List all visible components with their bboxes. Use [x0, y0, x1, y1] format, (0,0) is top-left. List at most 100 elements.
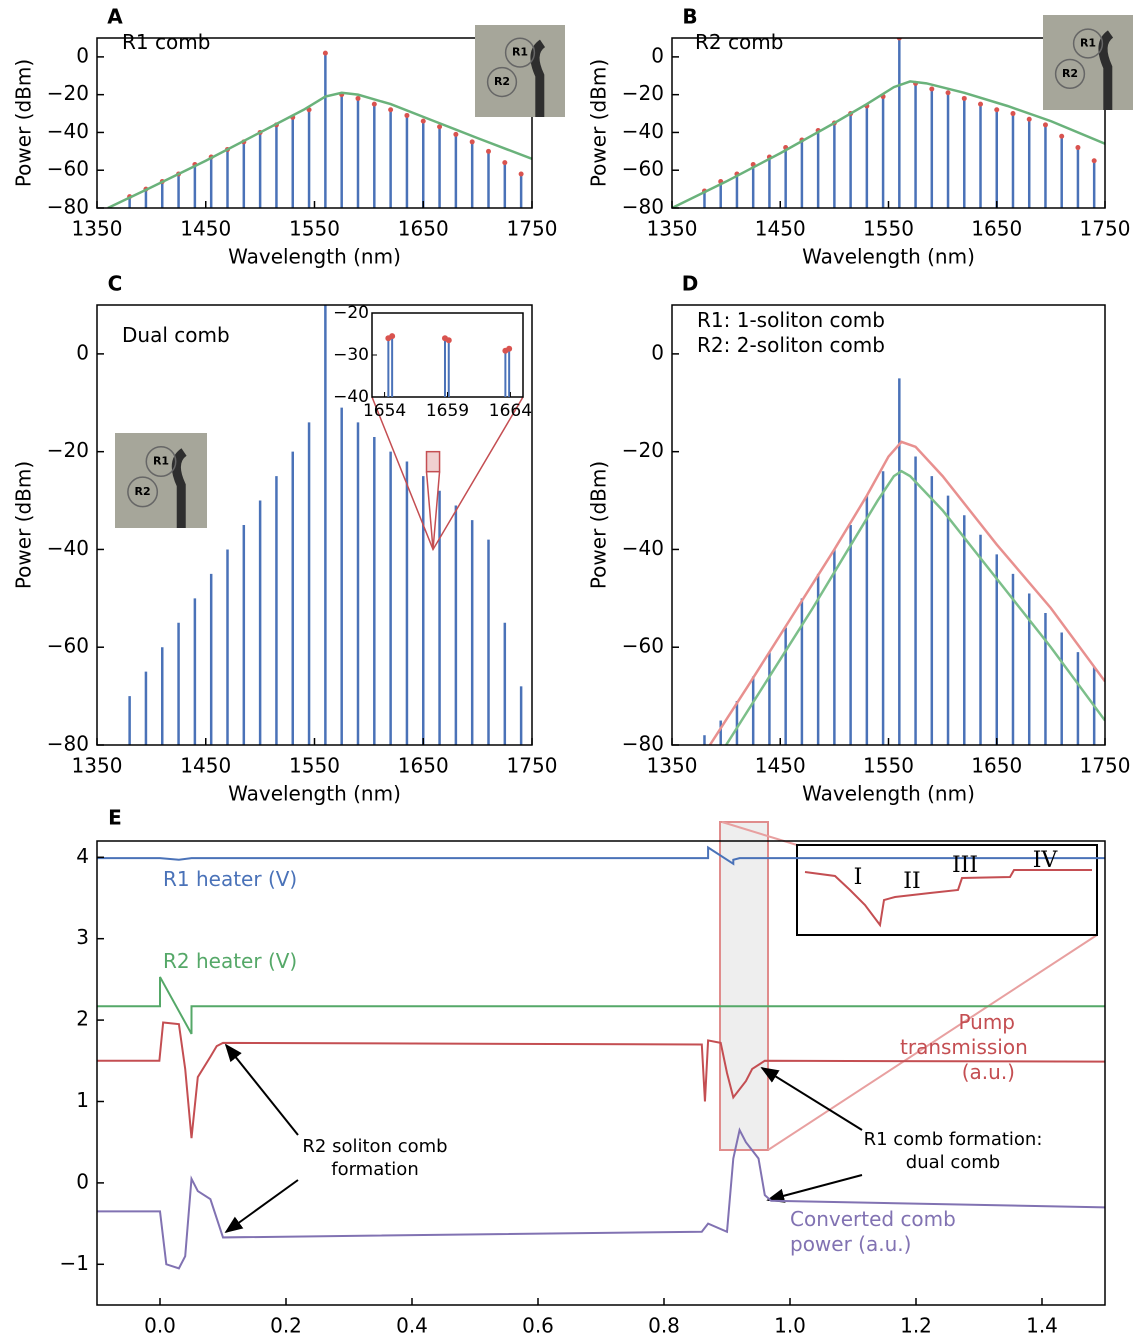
x-tick-label: 1350 [72, 754, 123, 778]
inset-x-tick-label: 1659 [426, 401, 469, 421]
y-axis-label: Power (dBm) [12, 461, 36, 589]
arrow [224, 1179, 299, 1234]
y-tick-label: −60 [47, 634, 89, 658]
plot-frame [96, 304, 533, 746]
x-tick-label: 0.0 [144, 1314, 176, 1338]
plot-frame [96, 840, 1106, 1306]
x-tick-label: 1450 [755, 217, 806, 241]
inset-y-tick-label: −40 [333, 387, 369, 407]
comb-peak [437, 124, 443, 130]
photo-ring [127, 476, 159, 508]
x-tick-label: 1750 [507, 754, 558, 778]
photo-trace [171, 448, 187, 528]
y-tick-label: −20 [47, 438, 89, 462]
photo-label: R1 [153, 455, 169, 468]
photo [475, 25, 565, 117]
photo-ring [1072, 28, 1104, 59]
photo [115, 433, 207, 528]
annotation: R2 comb [695, 30, 784, 54]
series-label: Pump transmission (a.u.) [900, 1010, 1028, 1084]
x-tick-label: 0.2 [270, 1314, 302, 1338]
y-tick-label: 0 [651, 340, 664, 364]
inset-label: II [903, 869, 920, 894]
inset-peak [445, 337, 452, 344]
x-tick-label: 1550 [289, 754, 340, 778]
x-tick-label: 1650 [971, 217, 1022, 241]
annotation: R2: 2-soliton comb [697, 333, 885, 357]
panel-label: D [682, 272, 699, 296]
photo-label: R2 [135, 485, 151, 498]
y-tick-label: −20 [47, 81, 89, 105]
photo-label: R2 [494, 75, 510, 88]
arrow [766, 1174, 863, 1203]
inset-x-tick-label: 1654 [363, 401, 406, 421]
y-tick-label: −80 [47, 732, 89, 756]
x-axis-label: Wavelength (nm) [228, 245, 401, 269]
inset-frame [371, 312, 524, 398]
plot-area [672, 38, 1105, 208]
y-axis-label: Power (dBm) [587, 461, 611, 589]
x-tick-label: 1550 [289, 217, 340, 241]
x-tick-label: 1650 [398, 754, 449, 778]
y-tick-label: −20 [622, 438, 664, 462]
x-tick-label: 1650 [398, 217, 449, 241]
y-tick-label: −40 [47, 536, 89, 560]
photo-ring [1054, 58, 1086, 90]
comb-peak [929, 86, 935, 92]
comb-peak [355, 95, 361, 101]
plot-frame [96, 37, 533, 209]
x-tick-label: 1550 [863, 754, 914, 778]
comb-peak [1026, 116, 1032, 122]
inset-trace [804, 869, 1092, 928]
fit-line [708, 440, 1105, 745]
comb-peak [1091, 158, 1097, 164]
x-tick-label: 1350 [647, 754, 698, 778]
x-tick-label: 1750 [507, 217, 558, 241]
y-tick-label: 3 [76, 925, 89, 949]
annotation: R1 comb [122, 30, 211, 54]
x-tick-label: 1450 [180, 217, 231, 241]
plot-frame [671, 304, 1106, 746]
x-tick-label: 0.4 [396, 1314, 428, 1338]
comb-peak [961, 95, 967, 101]
zoom-region [719, 821, 769, 1151]
y-tick-label: −40 [47, 119, 89, 143]
inset-y-tick-label: −20 [333, 303, 369, 323]
trace [97, 976, 1105, 1035]
y-tick-label: −20 [622, 81, 664, 105]
plot-area [128, 305, 523, 745]
comb-peak [420, 118, 426, 124]
arrow [224, 1043, 299, 1136]
plot-area [703, 378, 1105, 745]
trace [97, 845, 1105, 866]
panel-label: B [682, 5, 697, 29]
comb-peak [518, 171, 524, 177]
trace [97, 1127, 1105, 1270]
annotation: Dual comb [122, 323, 230, 347]
y-tick-label: −1 [60, 1251, 89, 1275]
x-tick-label: 1350 [72, 217, 123, 241]
y-tick-label: −60 [622, 634, 664, 658]
x-axis-label: Wavelength (nm) [228, 782, 401, 806]
photo-trace [1098, 30, 1114, 110]
y-axis-label: Power (dBm) [587, 59, 611, 187]
y-tick-label: −60 [47, 157, 89, 181]
arrow [760, 1067, 863, 1131]
comb-peak [978, 101, 984, 107]
series-label: R2 heater (V) [163, 949, 298, 973]
photo-ring [486, 66, 518, 98]
photo-label: R1 [512, 46, 528, 59]
series-label: Converted comb power (a.u.) [790, 1207, 956, 1256]
x-tick-label: 1350 [647, 217, 698, 241]
y-tick-label: −40 [622, 119, 664, 143]
fit-line [725, 469, 1105, 745]
comb-peak [322, 50, 328, 56]
trace [97, 1021, 1105, 1139]
panel-label: E [108, 806, 122, 830]
comb-peak [404, 112, 410, 118]
comb-peak [371, 101, 377, 107]
fit-line [672, 80, 1105, 208]
x-tick-label: 1.2 [900, 1314, 932, 1338]
comb-peak [1059, 133, 1065, 139]
